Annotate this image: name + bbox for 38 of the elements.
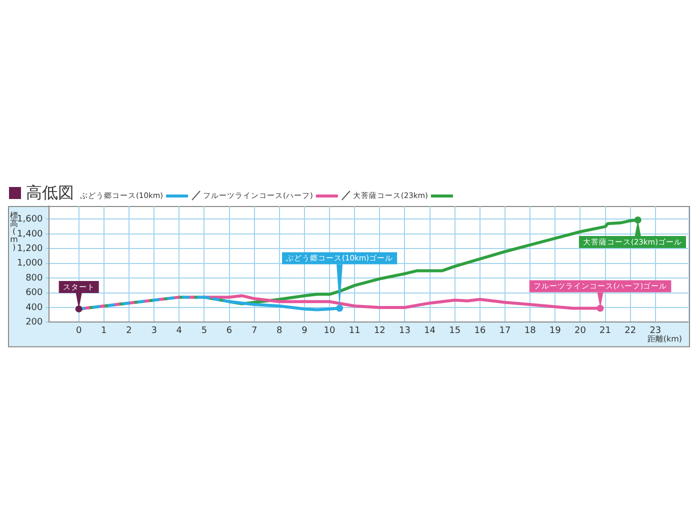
- chart-title: 高低図: [26, 183, 74, 202]
- x-tick-label: 21: [600, 326, 611, 336]
- x-tick-label: 10: [324, 326, 336, 336]
- y-tick-label: 800: [26, 273, 44, 284]
- x-tick-label: 22: [624, 326, 636, 336]
- point: [596, 304, 604, 312]
- y-axis-title: 標高(m): [10, 211, 18, 252]
- x-tick-label: 0: [76, 326, 82, 336]
- y-tick-label: 1,600: [17, 214, 44, 225]
- x-tick-label: 12: [374, 326, 386, 336]
- y-tick-label: 1,200: [17, 244, 44, 254]
- x-tick-label: 11: [348, 326, 360, 336]
- x-tick-label: 4: [176, 326, 182, 336]
- x-tick-label: 18: [524, 326, 536, 336]
- point: [634, 216, 642, 224]
- x-tick-label: 9: [302, 326, 308, 336]
- x-tick-label: 17: [499, 326, 511, 336]
- x-tick-label: 2: [126, 326, 132, 336]
- y-tick-label: 600: [26, 288, 44, 298]
- x-tick-label: 7: [251, 326, 258, 336]
- y-tick-label: 200: [26, 318, 44, 328]
- x-tick-label: 20: [574, 326, 586, 336]
- x-tick-label: 19: [549, 326, 562, 336]
- x-tick-label: 1: [101, 326, 107, 336]
- x-tick-label: 8: [276, 326, 283, 336]
- x-tick-label: 5: [201, 326, 208, 336]
- x-tick-label: 3: [151, 326, 157, 336]
- x-tick-label: 16: [474, 326, 486, 336]
- x-tick-label: 13: [399, 326, 410, 336]
- y-tick-label: 1,000: [17, 258, 44, 269]
- x-tick-label: 14: [424, 326, 436, 336]
- y-tick-label: 1,400: [17, 229, 44, 240]
- y-tick-label: 400: [26, 302, 44, 313]
- x-axis-title: 距離(km): [647, 334, 682, 344]
- point: [336, 304, 344, 312]
- x-tick-label: 15: [449, 326, 461, 336]
- x-tick-label: 23: [650, 326, 662, 336]
- x-tick-label: 6: [226, 326, 232, 336]
